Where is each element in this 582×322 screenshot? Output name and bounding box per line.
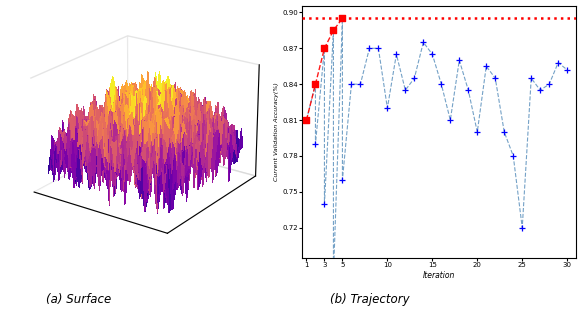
Point xyxy=(320,46,329,51)
X-axis label: Iteration: Iteration xyxy=(423,270,455,279)
Point xyxy=(329,273,338,278)
Point xyxy=(499,129,509,135)
Point xyxy=(302,118,311,123)
Text: (a) Surface: (a) Surface xyxy=(46,293,111,306)
Point xyxy=(509,153,518,158)
Point xyxy=(482,64,491,69)
Point xyxy=(410,76,419,81)
Point xyxy=(436,81,446,87)
Point xyxy=(545,81,554,87)
Point xyxy=(553,60,563,65)
Point xyxy=(491,76,500,81)
Point xyxy=(329,28,338,33)
Point xyxy=(464,88,473,93)
Point xyxy=(535,88,545,93)
Point xyxy=(311,81,320,87)
Point xyxy=(428,52,437,57)
Point xyxy=(517,225,527,230)
Point xyxy=(392,52,401,57)
Point xyxy=(347,81,356,87)
Point xyxy=(356,81,365,87)
Point xyxy=(311,81,320,87)
Point xyxy=(418,40,428,45)
Point xyxy=(311,141,320,147)
Point xyxy=(338,177,347,183)
Point xyxy=(473,129,482,135)
Y-axis label: Current Validation Accuracy(%): Current Validation Accuracy(%) xyxy=(274,82,279,182)
Point xyxy=(338,16,347,21)
Point xyxy=(302,118,311,123)
Point xyxy=(446,118,455,123)
Point xyxy=(374,46,383,51)
Point xyxy=(320,46,329,51)
Point xyxy=(320,201,329,206)
Point xyxy=(329,28,338,33)
Point xyxy=(338,16,347,21)
Point xyxy=(365,46,374,51)
Text: (b) Trajectory: (b) Trajectory xyxy=(330,293,409,306)
Point xyxy=(527,76,536,81)
Point xyxy=(455,58,464,63)
Point xyxy=(383,106,392,111)
Point xyxy=(563,67,572,72)
Point xyxy=(400,88,410,93)
